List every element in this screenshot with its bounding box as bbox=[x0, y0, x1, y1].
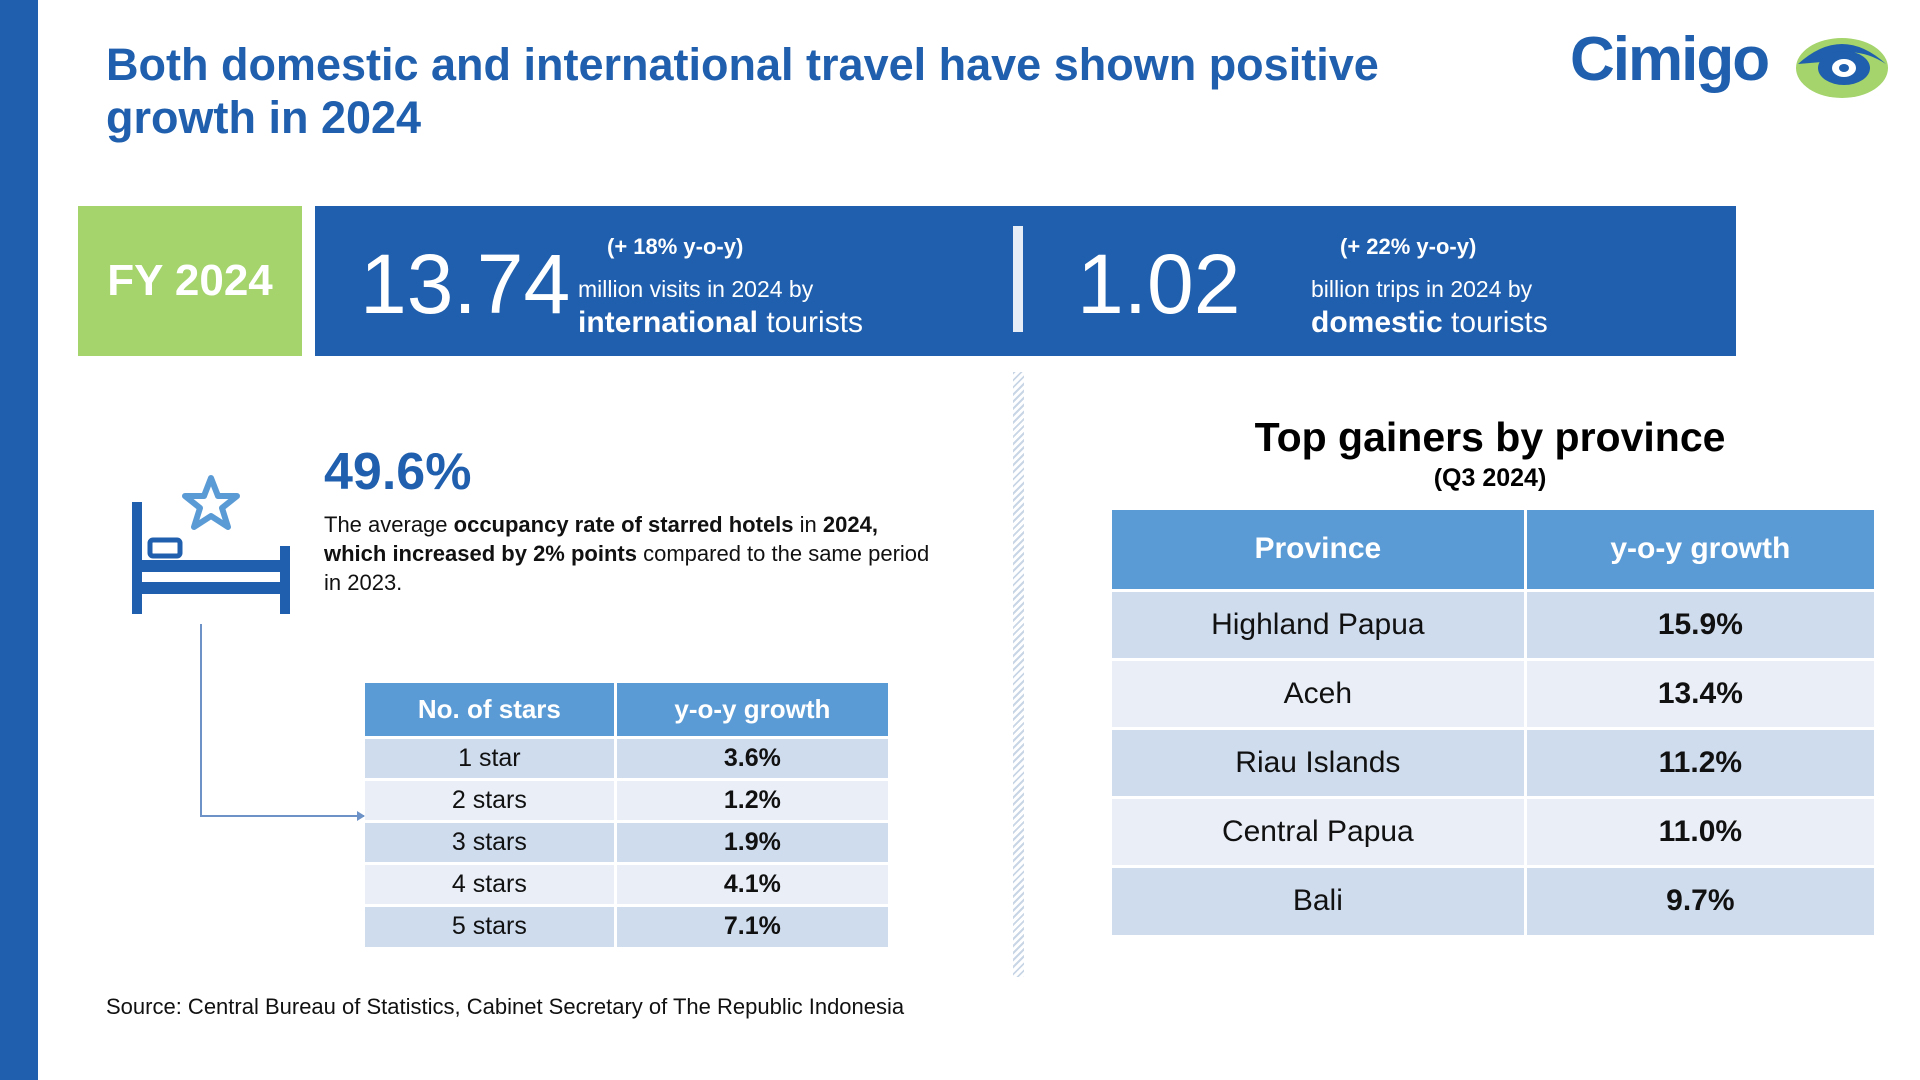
table-row: 4 stars 4.1% bbox=[365, 861, 888, 905]
stars-cell: 4 stars bbox=[365, 861, 617, 905]
table-header-row: Province y-o-y growth bbox=[1112, 510, 1874, 590]
connector-arrow-icon bbox=[357, 811, 365, 821]
column-header: y-o-y growth bbox=[615, 683, 888, 737]
growth-cell: 15.9% bbox=[1525, 588, 1874, 659]
column-header: No. of stars bbox=[365, 683, 617, 737]
table-row: Highland Papua 15.9% bbox=[1112, 588, 1874, 659]
kpi-domestic-desc: billion trips in 2024 by bbox=[1311, 276, 1533, 302]
source-note: Source: Central Bureau of Statistics, Ca… bbox=[106, 994, 905, 1019]
logo-eye-icon bbox=[1796, 38, 1888, 98]
table-row: 1 star 3.6% bbox=[365, 735, 888, 779]
kpi-domestic-value: 1.02 bbox=[1077, 237, 1241, 331]
kpi-domestic-yoy: (+ 22% y-o-y) bbox=[1340, 234, 1477, 259]
kpi-separator bbox=[1013, 226, 1023, 332]
logo-wordmark: Cimigo bbox=[1570, 25, 1770, 94]
column-header: y-o-y growth bbox=[1525, 510, 1874, 590]
table-row: 3 stars 1.9% bbox=[365, 819, 888, 863]
table-row: Central Papua 11.0% bbox=[1112, 795, 1874, 866]
table-row: Bali 9.7% bbox=[1112, 864, 1874, 935]
table-header-row: No. of stars y-o-y growth bbox=[365, 683, 888, 737]
kpi-international-yoy: (+ 18% y-o-y) bbox=[607, 234, 744, 259]
bed-with-star-icon bbox=[132, 475, 290, 614]
connector-line bbox=[200, 624, 364, 817]
growth-cell: 11.0% bbox=[1525, 795, 1874, 866]
growth-cell: 1.9% bbox=[615, 819, 888, 863]
table-row: Riau Islands 11.2% bbox=[1112, 726, 1874, 797]
growth-cell: 1.2% bbox=[615, 777, 888, 821]
occupancy-value: 49.6% bbox=[324, 443, 472, 501]
province-section-title: Top gainers by province bbox=[1254, 414, 1726, 460]
growth-cell: 13.4% bbox=[1525, 657, 1874, 728]
growth-cell: 3.6% bbox=[615, 735, 888, 779]
occupancy-description: The average occupancy rate of starred ho… bbox=[324, 512, 930, 595]
table-row: 5 stars 7.1% bbox=[365, 903, 888, 947]
growth-cell: 4.1% bbox=[615, 861, 888, 905]
kpi-international-desc: million visits in 2024 by bbox=[578, 276, 814, 302]
province-cell: Central Papua bbox=[1112, 795, 1527, 866]
kpi-band: 13.74 (+ 18% y-o-y) million visits in 20… bbox=[315, 206, 1736, 356]
stars-cell: 3 stars bbox=[365, 819, 617, 863]
province-growth-table: Province y-o-y growth Highland Papua 15.… bbox=[1112, 510, 1874, 935]
left-accent-bar bbox=[0, 0, 38, 1080]
table-row: 2 stars 1.2% bbox=[365, 777, 888, 821]
kpi-international-value: 13.74 bbox=[360, 237, 571, 331]
column-header: Province bbox=[1112, 510, 1527, 590]
growth-cell: 9.7% bbox=[1525, 864, 1874, 935]
province-cell: Aceh bbox=[1112, 657, 1527, 728]
province-section-subtitle: (Q3 2024) bbox=[1433, 464, 1547, 492]
province-cell: Bali bbox=[1112, 864, 1527, 935]
page-title: Both domestic and international travel h… bbox=[106, 39, 1379, 143]
growth-cell: 11.2% bbox=[1525, 726, 1874, 797]
growth-cell: 7.1% bbox=[615, 903, 888, 947]
kpi-international-subject: international tourists bbox=[578, 306, 864, 339]
table-row: Aceh 13.4% bbox=[1112, 657, 1874, 728]
cimigo-logo: Cimigo bbox=[1570, 20, 1900, 110]
province-cell: Riau Islands bbox=[1112, 726, 1527, 797]
stars-growth-table: No. of stars y-o-y growth 1 star 3.6% 2 … bbox=[365, 683, 888, 947]
stars-cell: 5 stars bbox=[365, 903, 617, 947]
fy-label: FY 2024 bbox=[78, 206, 302, 356]
kpi-domestic-subject: domestic tourists bbox=[1311, 306, 1548, 339]
section-divider bbox=[1013, 372, 1024, 977]
province-cell: Highland Papua bbox=[1112, 588, 1527, 659]
stars-cell: 1 star bbox=[365, 735, 617, 779]
stars-cell: 2 stars bbox=[365, 777, 617, 821]
